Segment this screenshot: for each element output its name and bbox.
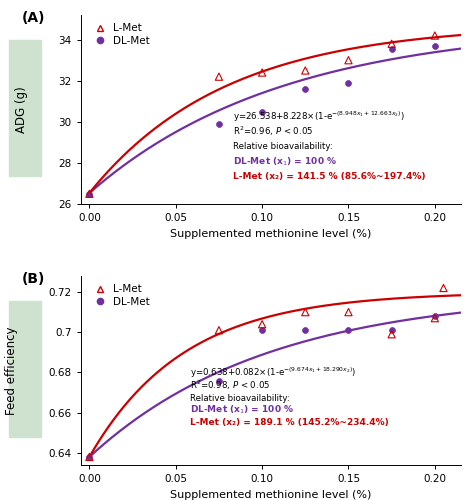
Point <box>431 32 438 40</box>
Point <box>345 308 352 316</box>
Point <box>302 308 309 316</box>
Point <box>388 330 396 338</box>
X-axis label: Supplemented methionine level (%): Supplemented methionine level (%) <box>170 490 371 500</box>
Bar <box>9 300 41 436</box>
Text: L-Met (x₂) = 141.5 % (85.6%~197.4%): L-Met (x₂) = 141.5 % (85.6%~197.4%) <box>233 172 425 181</box>
Point <box>258 68 266 76</box>
Text: Relative bioavailability:: Relative bioavailability: <box>233 142 332 152</box>
Bar <box>9 40 41 175</box>
Text: DL-Met (x$_1$) = 100 %: DL-Met (x$_1$) = 100 % <box>190 404 294 416</box>
Point <box>388 326 396 334</box>
Point <box>215 120 223 128</box>
Text: L-Met (x₂) = 189.1 % (145.2%~234.4%): L-Met (x₂) = 189.1 % (145.2%~234.4%) <box>190 418 389 427</box>
Point <box>431 42 438 50</box>
Point <box>215 326 223 334</box>
Text: Relative bioavailability:: Relative bioavailability: <box>190 394 289 402</box>
Text: R$^2$=0.96, $P$ < 0.05: R$^2$=0.96, $P$ < 0.05 <box>233 124 313 138</box>
Text: (A): (A) <box>22 11 45 25</box>
Point <box>86 453 93 461</box>
Point <box>440 284 447 292</box>
Y-axis label: ADG (g): ADG (g) <box>15 86 28 133</box>
Point <box>258 326 266 334</box>
Point <box>302 66 309 74</box>
Legend: L-Met, DL-Met: L-Met, DL-Met <box>86 281 153 310</box>
Text: DL-Met (x$_1$) = 100 %: DL-Met (x$_1$) = 100 % <box>233 155 337 168</box>
Text: R$^2$=0.98, $P$ < 0.05: R$^2$=0.98, $P$ < 0.05 <box>190 378 270 392</box>
Point <box>388 40 396 48</box>
Point <box>388 45 396 53</box>
Text: (B): (B) <box>22 272 45 286</box>
Point <box>431 312 438 320</box>
Point <box>215 376 223 384</box>
Point <box>86 453 93 461</box>
Text: y=0.638+0.082$\times$(1-e$^{-(9.674x_1+18.290x_2)}$): y=0.638+0.082$\times$(1-e$^{-(9.674x_1+1… <box>190 366 356 380</box>
Legend: L-Met, DL-Met: L-Met, DL-Met <box>86 20 153 49</box>
Point <box>215 72 223 80</box>
Point <box>86 190 93 198</box>
Text: y=26.538+8.228$\times$(1-e$^{-(8.948x_1+12.663x_2)}$): y=26.538+8.228$\times$(1-e$^{-(8.948x_1+… <box>233 110 405 124</box>
Point <box>345 56 352 64</box>
Point <box>86 190 93 198</box>
Point <box>302 85 309 93</box>
Point <box>431 314 438 322</box>
Point <box>345 326 352 334</box>
Point <box>302 326 309 334</box>
X-axis label: Supplemented methionine level (%): Supplemented methionine level (%) <box>170 228 371 238</box>
Point <box>258 108 266 116</box>
Y-axis label: Feed efficiency: Feed efficiency <box>5 326 18 414</box>
Point <box>258 320 266 328</box>
Point <box>345 79 352 87</box>
